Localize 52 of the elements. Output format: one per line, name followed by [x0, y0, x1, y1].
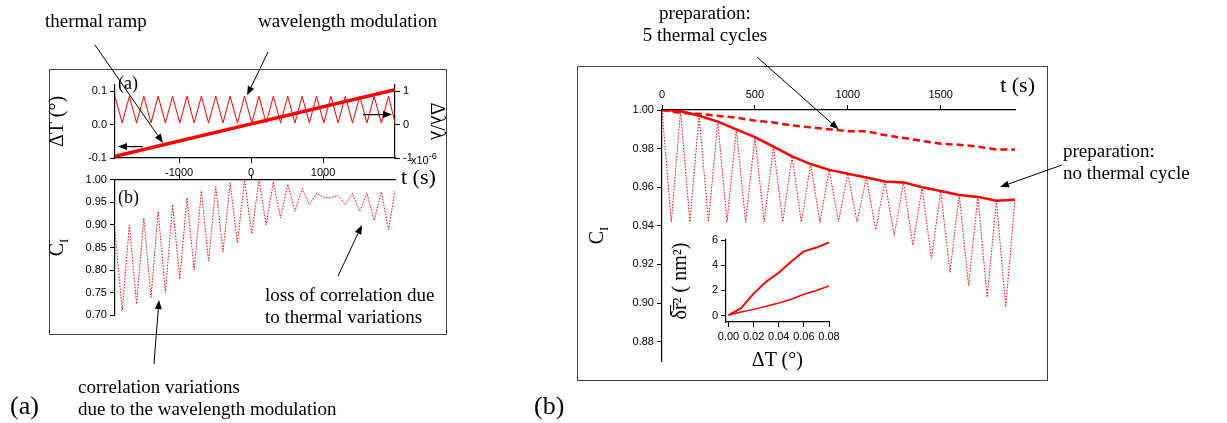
y-axis-title: δ̅r̅² ( nm²): [668, 242, 692, 320]
y-tick-label: 0.0: [91, 117, 107, 130]
annotation: wavelength modulation: [258, 10, 437, 32]
y-tick-label: 0.85: [85, 240, 107, 253]
x-tick-label: 0.02: [742, 329, 765, 342]
x-axis-title: t (s): [401, 164, 436, 190]
text: correlation variations due to the wavelength modulation: [78, 376, 337, 420]
annotation: (a): [118, 72, 138, 94]
x-tick-label: 0.08: [818, 329, 840, 342]
text: preparation: no thermal cycle: [1063, 140, 1190, 184]
y-tick-label: 0.80: [85, 263, 107, 276]
y-tick-label: 0: [711, 308, 718, 321]
y-tick-label: 0.75: [85, 285, 107, 298]
x-tick-label: 0.04: [768, 329, 790, 342]
y-tick-label: 0.70: [85, 308, 107, 321]
annotation: preparation: 5 thermal cycles: [641, 2, 769, 46]
y-tick-label: 1.00: [85, 172, 107, 185]
x-tick-label: 0.00: [717, 329, 740, 342]
x-tick-label: 0.06: [793, 329, 815, 342]
x-tick-label: 500: [745, 88, 765, 101]
x-axis-title: t (s): [1000, 71, 1035, 97]
y-axis-title: ΔT (°): [45, 95, 69, 147]
y-tick-label: 0.88: [632, 334, 654, 347]
x-axis-title: ΔT (°): [751, 348, 803, 372]
text: (a): [10, 390, 39, 421]
y2-tick-label: 1: [403, 84, 410, 97]
x-tick-label: 1000: [310, 165, 336, 178]
x-tick-label: 1000: [835, 88, 861, 101]
y-tick-label: 0.90: [632, 296, 654, 309]
text: (b): [534, 390, 565, 421]
y-tick-label: 0.95: [85, 195, 107, 208]
y-tick-label: 0.94: [632, 218, 654, 231]
y2-tick-label: 0: [403, 117, 410, 130]
y-tick-label: 0.96: [632, 180, 654, 193]
y-tick-label: 6: [711, 233, 718, 246]
y-axis-title: CI: [45, 238, 72, 257]
y-axis-title: CI: [585, 226, 612, 245]
y-tick-label: 0.90: [85, 217, 107, 230]
annotation: loss of correlation due to thermal variations: [265, 284, 435, 328]
x-tick-label: -1000: [164, 165, 194, 178]
y-tick-label: -0.1: [88, 151, 107, 164]
x-tick-label: 0: [658, 88, 666, 101]
y2-axis-title: Δλ/λ: [426, 102, 449, 141]
annotation: (b): [118, 186, 139, 208]
y-tick-label: 4: [711, 258, 718, 271]
y-tick-label: 2: [711, 283, 718, 296]
y-tick-label: 0.1: [91, 84, 107, 97]
y-tick-label: 0.98: [632, 141, 654, 154]
y-tick-label: 1.00: [632, 103, 654, 116]
x-tick-label: 1500: [928, 88, 953, 101]
text: thermal ramp: [45, 10, 147, 32]
y-tick-label: 0.92: [632, 257, 654, 270]
